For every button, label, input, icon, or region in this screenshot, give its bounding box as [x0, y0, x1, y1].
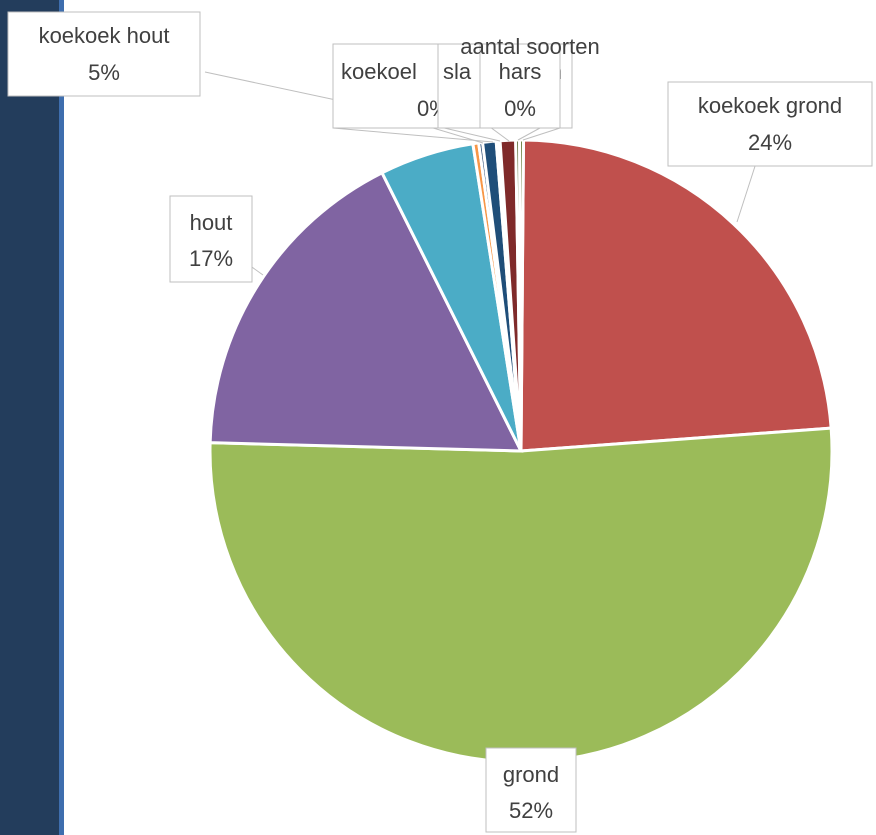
label-grond-pct: 52% — [509, 798, 553, 823]
label-aantal-soorten: aantal soorten — [460, 34, 599, 59]
pie-slice-hout — [208, 170, 524, 453]
leader-trailing — [522, 127, 561, 141]
label-hars: hars 0% — [479, 43, 561, 129]
leader-koekoek-partial — [332, 127, 494, 143]
sidebar-panel — [0, 0, 59, 835]
pie-slice-grond — [208, 426, 834, 764]
label-koekoek-hout-pct: 5% — [88, 60, 120, 85]
leader-sla — [439, 126, 501, 142]
label-koekoek-partial-name: koekoel — [341, 59, 417, 84]
label-koekoek-grond: koekoek grond 24% — [667, 81, 873, 167]
label-koekoek-grond-pct: 24% — [748, 130, 792, 155]
label-koekoek-hout: koekoek hout 5% — [7, 11, 201, 97]
label-grond-name: grond — [503, 762, 559, 787]
label-sla-name: sla — [443, 59, 472, 84]
label-hars-name: hars — [499, 59, 542, 84]
leader-aantal-soorten — [517, 127, 541, 141]
pie-slices — [208, 138, 834, 764]
sidebar-accent-edge — [59, 0, 64, 835]
label-koekoek-grond-name: koekoek grond — [698, 93, 842, 118]
leader-hars — [489, 126, 510, 142]
label-koekoek-partial: koekoel 0% — [332, 43, 454, 129]
label-hout: hout 17% — [169, 195, 253, 283]
leader-koekoek-grond — [736, 159, 758, 223]
label-hout-name: hout — [190, 210, 233, 235]
label-grond: grond 52% — [485, 747, 577, 833]
label-hars-pct: 0% — [504, 96, 536, 121]
label-hout-pct: 17% — [189, 246, 233, 271]
label-koekoek-hout-name: koekoek hout — [39, 23, 170, 48]
pie-slice-koekoek-grond — [519, 138, 833, 453]
